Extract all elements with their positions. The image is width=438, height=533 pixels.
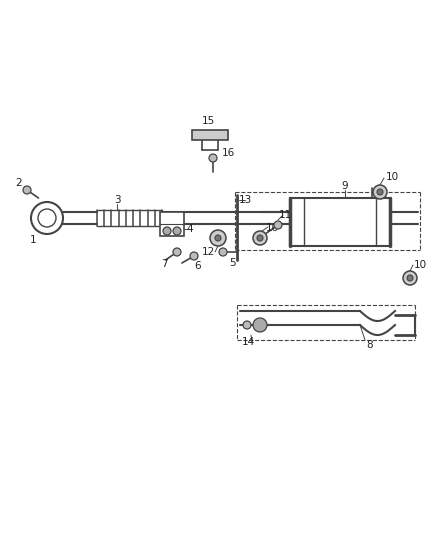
Circle shape xyxy=(274,221,282,229)
Text: 6: 6 xyxy=(194,261,201,271)
Circle shape xyxy=(215,235,221,241)
Circle shape xyxy=(190,252,198,260)
Text: 1: 1 xyxy=(30,235,36,245)
Circle shape xyxy=(31,202,63,234)
Circle shape xyxy=(23,186,31,194)
Text: 10: 10 xyxy=(385,172,399,182)
Text: 5: 5 xyxy=(229,258,235,268)
Circle shape xyxy=(210,230,226,246)
Circle shape xyxy=(209,154,217,162)
Text: 7: 7 xyxy=(161,259,167,269)
Text: 16: 16 xyxy=(221,148,235,158)
Circle shape xyxy=(377,189,383,195)
Circle shape xyxy=(257,235,263,241)
Text: 2: 2 xyxy=(16,178,22,188)
Circle shape xyxy=(38,209,56,227)
Text: 8: 8 xyxy=(367,340,373,350)
Circle shape xyxy=(253,231,267,245)
Text: 12: 12 xyxy=(201,247,215,257)
Text: 14: 14 xyxy=(241,337,254,347)
Circle shape xyxy=(403,271,417,285)
Circle shape xyxy=(173,227,181,235)
Text: 10: 10 xyxy=(265,223,279,233)
Circle shape xyxy=(407,275,413,281)
Text: 10: 10 xyxy=(413,260,427,270)
Circle shape xyxy=(163,227,171,235)
Bar xyxy=(290,198,390,246)
Text: 9: 9 xyxy=(342,181,348,191)
Circle shape xyxy=(373,185,387,199)
Circle shape xyxy=(243,321,251,329)
Text: 4: 4 xyxy=(187,224,193,234)
Text: 3: 3 xyxy=(114,195,120,205)
Circle shape xyxy=(219,248,227,256)
Bar xyxy=(160,212,184,236)
Text: 15: 15 xyxy=(201,116,215,126)
Circle shape xyxy=(173,248,181,256)
Text: 13: 13 xyxy=(238,195,251,205)
Bar xyxy=(192,130,228,140)
Text: 11: 11 xyxy=(279,210,292,220)
Circle shape xyxy=(253,318,267,332)
